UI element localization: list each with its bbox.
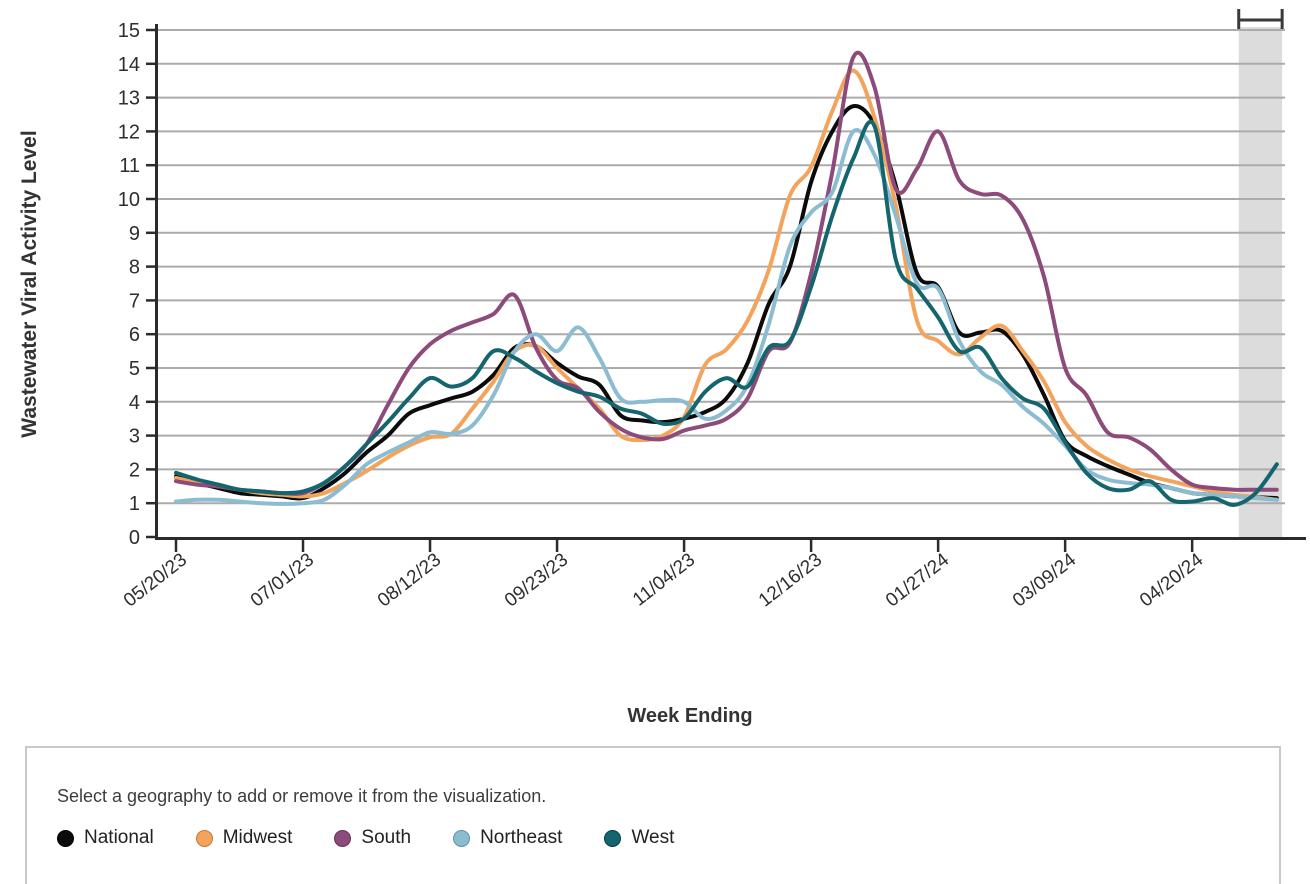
- y-tick-label: 5: [129, 358, 140, 380]
- legend-label: South: [361, 827, 412, 848]
- y-tick-label: 10: [118, 189, 140, 211]
- y-tick-label: 8: [129, 257, 140, 279]
- y-tick-label: 11: [119, 155, 140, 177]
- y-tick-label: 9: [129, 223, 140, 245]
- legend-instruction: Select a geography to add or remove it f…: [57, 786, 547, 806]
- legend-item-northeast[interactable]: Northeast: [453, 827, 562, 849]
- y-tick-label: 14: [118, 54, 140, 76]
- y-tick-label: 13: [118, 88, 140, 110]
- x-tick-label: 05/20/23: [120, 549, 191, 611]
- x-tick-label: 12/16/23: [755, 549, 826, 611]
- series-line-south: [174, 50, 1279, 496]
- legend-label: West: [631, 827, 675, 848]
- legend-row: National Midwest South Northeast West: [57, 827, 1279, 849]
- legend-item-national[interactable]: National: [57, 827, 154, 849]
- legend-label: National: [84, 827, 154, 848]
- y-tick-label: 1: [129, 493, 140, 515]
- legend-dot-south-icon: [334, 829, 352, 847]
- series-line-west: [174, 119, 1279, 507]
- legend-label: Northeast: [480, 827, 563, 848]
- legend-label: Midwest: [222, 827, 293, 848]
- x-tick-label: 07/01/23: [247, 549, 318, 611]
- x-axis-title: Week Ending: [627, 705, 752, 727]
- y-tick-label: 15: [118, 20, 140, 42]
- provisional-data-band: [1238, 27, 1283, 537]
- legend-dot-west-icon: [604, 829, 622, 847]
- x-tick-label: 03/09/24: [1009, 549, 1081, 611]
- series-line-midwest: [174, 68, 1279, 502]
- legend-dot-northeast-icon: [453, 829, 471, 847]
- x-tick-label: 01/27/24: [882, 549, 954, 611]
- y-tick-label: 4: [129, 392, 140, 414]
- y-tick-label: 7: [129, 290, 140, 312]
- y-tick-label: 12: [118, 121, 140, 143]
- legend-item-midwest[interactable]: Midwest: [195, 827, 293, 849]
- legend-item-south[interactable]: South: [334, 827, 411, 849]
- x-tick-label: 11/04/23: [629, 549, 699, 610]
- series-line-national: [174, 104, 1279, 501]
- y-tick-label: 0: [129, 527, 140, 549]
- y-axis-title: Wastewater Viral Activity Level: [18, 130, 41, 437]
- x-tick-label: 09/23/23: [501, 549, 572, 611]
- series-line-northeast: [174, 128, 1279, 506]
- y-tick-label: 3: [129, 426, 140, 448]
- legend-dot-midwest-icon: [195, 829, 213, 847]
- legend-panel: Select a geography to add or remove it f…: [25, 746, 1281, 884]
- x-tick-label: 04/20/24: [1136, 549, 1208, 611]
- x-tick-label: 08/12/23: [374, 549, 445, 611]
- y-tick-label: 6: [129, 324, 140, 346]
- y-tick-label: 2: [129, 459, 140, 481]
- legend-dot-national-icon: [57, 829, 74, 847]
- legend-item-west[interactable]: West: [604, 827, 674, 849]
